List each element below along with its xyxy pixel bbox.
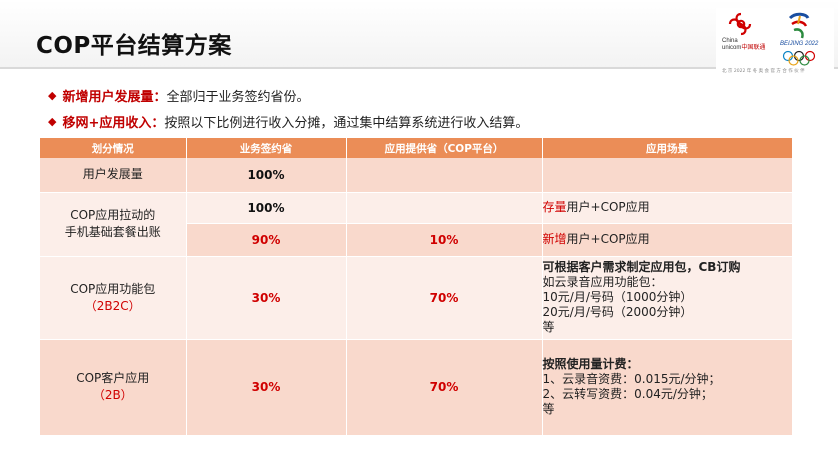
scenario-line: 等 (542, 320, 555, 334)
scenario-highlight: 新增 (542, 232, 567, 246)
table-row: 用户发展量 100% (40, 158, 793, 193)
cell-category: COP客户应用 （2B） (40, 339, 187, 436)
cell-scenario: 存量用户+COP应用 (542, 192, 793, 224)
diamond-bullet-icon: ◆ (48, 89, 57, 102)
header-category: 划分情况 (40, 138, 187, 158)
page-title: COP平台结算方案 (36, 33, 232, 59)
cell-provider: 70% (346, 256, 543, 340)
category-subtitle: （2B） (92, 388, 133, 402)
scenario-line: 20元/月/号码（2000分钟） (542, 305, 693, 319)
logo-area: China unicom中国联通 BEIJING 2022 北 京 2022 年… (716, 8, 834, 90)
unicom-wordmark: China unicom中国联通 (722, 38, 765, 52)
cell-scenario: 可根据客户需求制定应用包，CB订购 如云录音应用功能包： 10元/月/号码（10… (542, 256, 793, 340)
cell-scenario (542, 158, 793, 193)
bullet-text: 按照以下比例进行收入分摊，通过集中结算系统进行收入结算。 (164, 116, 529, 131)
beijing-2022-emblem-icon (788, 12, 810, 39)
diamond-bullet-icon: ◆ (48, 115, 57, 128)
category-line: COP应用拉动的 (70, 208, 156, 222)
scenario-line: 如云录音应用功能包： (542, 275, 663, 289)
scenario-line: 10元/月/号码（1000分钟） (542, 290, 693, 304)
scenario-line: 2、云转写资费：0.04元/分钟； (542, 387, 713, 401)
scenario-text: 用户+COP应用 (566, 232, 650, 246)
bullet-text: 全部归于业务签约省份。 (166, 90, 310, 105)
header-scenario: 应用场景 (542, 138, 793, 158)
scenario-line: 可根据客户需求制定应用包，CB订购 (542, 260, 741, 274)
cell-provider (346, 192, 543, 224)
slide-header (0, 0, 838, 68)
header-provider-province: 应用提供省（COP平台） (346, 138, 543, 158)
bullet-new-users: ◆ 新增用户发展量： 全部归于业务签约省份。 (48, 86, 310, 105)
cell-sign: 100% (186, 192, 347, 224)
table-row: 90% 10% 新增用户+COP应用 (40, 223, 793, 257)
scenario-text: 用户+COP应用 (566, 200, 650, 214)
table-row: COP客户应用 （2B） 30% 70% 按照使用量计费： 1、云录音资费：0.… (40, 339, 793, 436)
cell-category: COP应用拉动的 手机基础套餐出账 (40, 192, 187, 257)
cell-provider (346, 158, 543, 193)
cell-sign: 90% (186, 223, 347, 257)
cell-scenario: 新增用户+COP应用 (542, 223, 793, 257)
cell-scenario: 按照使用量计费： 1、云录音资费：0.015元/分钟； 2、云转写资费：0.04… (542, 339, 793, 436)
sponsor-text: 北 京 2022 年 冬 奥 会 官 方 合 作 伙 伴 (722, 69, 805, 74)
unicom-en-line2: unicom (722, 45, 742, 51)
unicom-cn: 中国联通 (741, 45, 766, 51)
category-line: 手机基础套餐出账 (64, 225, 161, 239)
settlement-table: 划分情况 业务签约省 应用提供省（COP平台） 应用场景 用户发展量 100% … (40, 138, 793, 436)
category-line: COP客户应用 (76, 371, 150, 385)
cell-provider: 70% (346, 339, 543, 436)
bullet-label: 移网+应用收入： (62, 116, 165, 131)
title-divider (0, 67, 838, 69)
cell-category: 用户发展量 (40, 158, 187, 193)
cell-category: COP应用功能包 （2B2C） (40, 256, 187, 340)
cell-sign: 30% (186, 339, 347, 436)
cell-sign: 100% (186, 158, 347, 193)
scenario-line: 1、云录音资费：0.015元/分钟； (542, 372, 721, 386)
scenario-line: 按照使用量计费： (542, 357, 639, 371)
unicom-en-line1: China (722, 38, 738, 44)
bullet-revenue: ◆ 移网+应用收入： 按照以下比例进行收入分摊，通过集中结算系统进行收入结算。 (48, 112, 528, 131)
table-header-row: 划分情况 业务签约省 应用提供省（COP平台） 应用场景 (40, 138, 793, 158)
beijing-2022-text: BEIJING 2022 (780, 41, 819, 47)
category-line: COP应用功能包 (70, 281, 156, 296)
bullet-label: 新增用户发展量： (62, 90, 167, 105)
table-row: COP应用功能包 （2B2C） 30% 70% 可根据客户需求制定应用包，CB订… (40, 256, 793, 340)
scenario-line: 等 (542, 402, 555, 416)
cell-provider: 10% (346, 223, 543, 257)
china-unicom-logo-icon (728, 12, 752, 36)
cell-sign: 30% (186, 256, 347, 340)
category-subtitle: （2B2C） (84, 298, 141, 313)
header-sign-province: 业务签约省 (186, 138, 347, 158)
olympic-rings-icon (782, 50, 816, 66)
scenario-highlight: 存量 (542, 200, 567, 214)
table-row: COP应用拉动的 手机基础套餐出账 100% 存量用户+COP应用 (40, 192, 793, 257)
